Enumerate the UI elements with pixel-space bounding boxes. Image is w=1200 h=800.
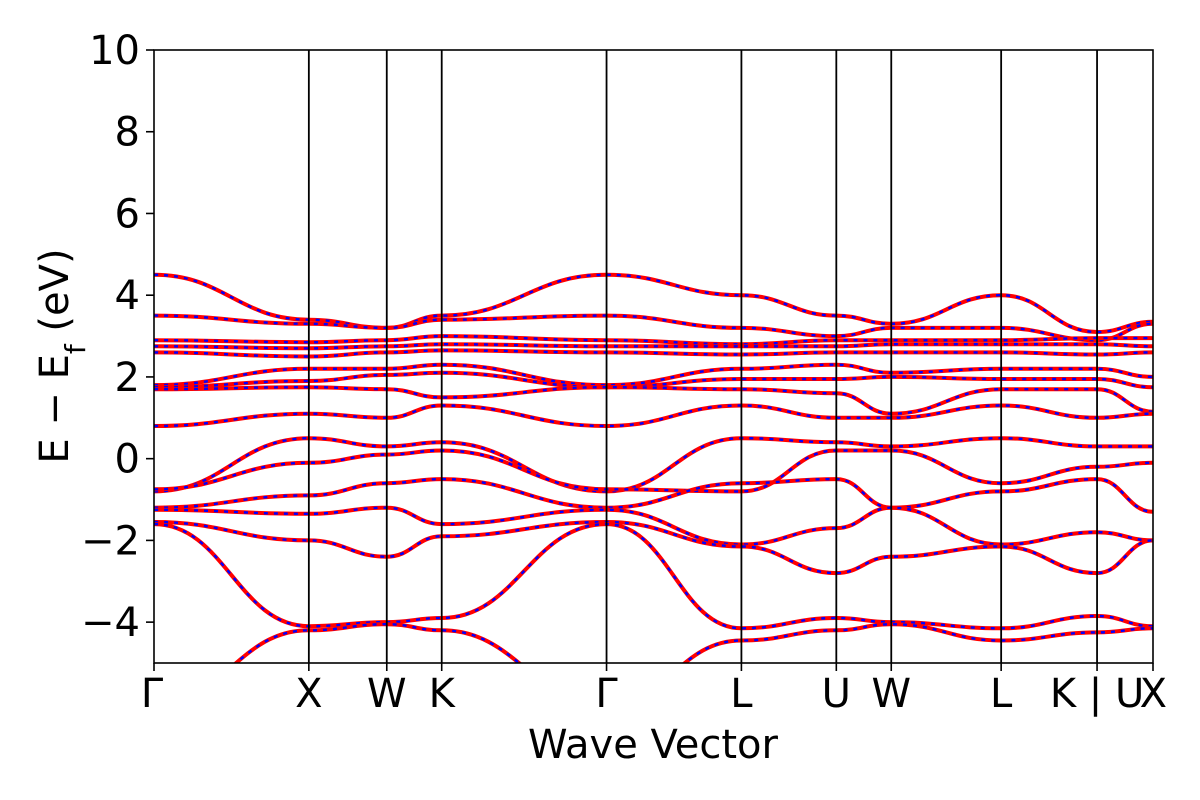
x-tick-label: W [871, 671, 911, 717]
band-line-dashed [154, 314, 1153, 342]
x-tick-label: K | U [1050, 671, 1144, 717]
y-axis-title-unit: (eV) [32, 248, 78, 344]
band-line-dashed [154, 342, 1153, 350]
x-tick-label: L [990, 671, 1013, 717]
plot-frame [153, 49, 1154, 664]
y-axis: 10 8 6 4 2 0 −2 −4 [81, 28, 154, 646]
band-line-solid [154, 385, 1153, 416]
x-tick-label: Γ [141, 671, 164, 717]
band-line-dashed [154, 449, 1153, 493]
band-line-dashed [154, 385, 1153, 415]
y-tick-label: −4 [81, 600, 140, 646]
x-tick-label: W [367, 671, 407, 717]
y-tick-label: 10 [89, 28, 140, 74]
band-line-solid [154, 403, 1153, 429]
y-tick-label: −2 [81, 518, 140, 564]
band-line-dashed [154, 349, 1153, 358]
band-line-dashed [154, 506, 1153, 546]
y-tick-label: 0 [115, 437, 140, 483]
x-tick-label: L [730, 671, 753, 717]
band-line-dashed [154, 520, 1153, 575]
band-line-dashed [154, 477, 1153, 513]
y-tick-label: 4 [115, 273, 140, 319]
band-line-solid [154, 362, 1153, 388]
y-tick-label: 2 [115, 355, 140, 401]
y-axis-title-main: E − E [32, 354, 78, 464]
high-symmetry-lines [307, 50, 1098, 663]
y-axis-title: E − Ef (eV) [32, 248, 92, 463]
band-line-solid [154, 448, 1153, 494]
x-axis-title: Wave Vector [528, 722, 779, 768]
bands-layer [154, 272, 1153, 663]
x-tick-label: X [295, 671, 322, 717]
x-tick-label: U [822, 671, 851, 717]
x-tick-label: K [429, 671, 457, 717]
y-axis-title-subscript: f [59, 343, 92, 354]
band-line-dashed [154, 334, 1153, 346]
y-tick-label: 6 [115, 191, 140, 237]
band-line-dashed [154, 273, 1153, 334]
y-tick-label: 8 [115, 110, 140, 156]
x-tick-label: X [1140, 671, 1167, 717]
band-line-solid [154, 370, 1153, 390]
x-tick-label: Γ [595, 671, 618, 717]
